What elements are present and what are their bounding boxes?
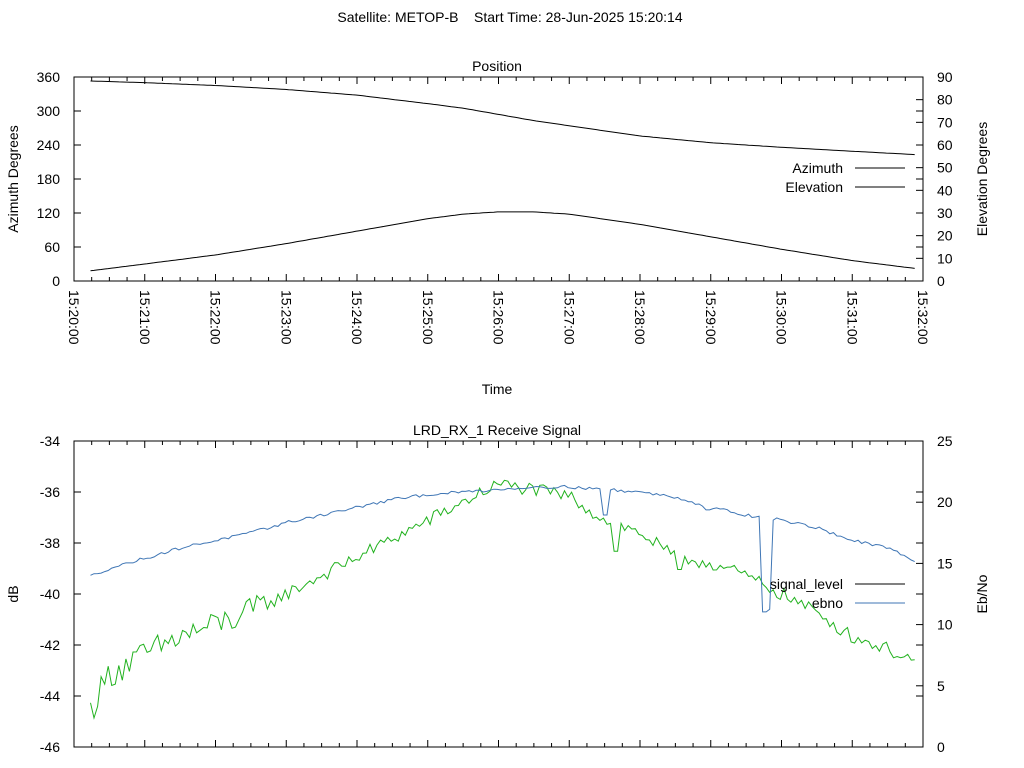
x-tick-label: 15:31:00	[844, 290, 860, 345]
position-chart: Position 0 60 120 180 240 300 360 0 10 20 30 40 50 60…	[5, 58, 990, 397]
y2-tick-label: 0	[937, 739, 945, 755]
x-tick-label: 15:30:00	[774, 290, 790, 345]
x-tick-label: 15:24:00	[349, 290, 365, 345]
legend-label-elevation: Elevation	[785, 179, 843, 195]
figure-title: Satellite: METOP-B Start Time: 28-Jun-20…	[337, 9, 682, 25]
y-tick-label: -36	[40, 484, 60, 500]
y2-tick-label: 0	[937, 273, 945, 289]
receive-signal-series-signal-level-line	[90, 479, 915, 720]
x-tick-label: 15:29:00	[703, 290, 719, 345]
y-tick-label: 60	[44, 239, 60, 255]
x-tick-label: 15:26:00	[491, 290, 507, 345]
y-tick-label: 360	[37, 69, 61, 85]
position-y2-axis-label: Elevation Degrees	[974, 122, 990, 236]
y-tick-label: 120	[37, 205, 61, 221]
x-tick-label: 15:28:00	[632, 290, 648, 345]
position-ticks-layer: 0 60 120 180 240 300 360 0 10 20 30 40 50 60 70 80 90 15:…	[37, 69, 953, 345]
y-tick-label: -44	[40, 688, 60, 704]
receive-signal-chart: LRD_RX_1 Receive Signal -46-44-42-40-38-…	[5, 422, 990, 755]
x-tick-label: 15:25:00	[420, 290, 436, 345]
receive-signal-y2-axis-label: Eb/No	[974, 574, 990, 613]
x-tick-label: 15:22:00	[208, 290, 224, 345]
position-series-azimuth-line	[90, 80, 915, 156]
x-tick-label: 15:20:00	[66, 290, 82, 345]
y-tick-label: -38	[40, 535, 60, 551]
y-tick-label: 300	[37, 103, 61, 119]
receive-signal-series-layer	[90, 479, 915, 720]
y-tick-label: -42	[40, 637, 60, 653]
legend-label-azimuth: Azimuth	[792, 160, 843, 176]
receive-signal-y-axis-label: dB	[5, 585, 21, 602]
y2-tick-label: 15	[937, 555, 953, 571]
x-tick-label: 15:32:00	[915, 290, 931, 345]
y-tick-label: -40	[40, 586, 60, 602]
y2-tick-label: 10	[937, 250, 953, 266]
y-tick-label: -34	[40, 433, 60, 449]
y-tick-label: 180	[37, 171, 61, 187]
y2-tick-label: 30	[937, 205, 953, 221]
position-y-axis-label: Azimuth Degrees	[5, 125, 21, 232]
receive-signal-chart-title: LRD_RX_1 Receive Signal	[413, 422, 581, 438]
y2-tick-label: 50	[937, 160, 953, 176]
y-tick-label: 240	[37, 137, 61, 153]
y2-tick-label: 80	[937, 92, 953, 108]
legend-label-signal-level: signal_level	[770, 576, 843, 592]
legend-label-ebno: ebno	[812, 595, 843, 611]
x-tick-label: 15:23:00	[278, 290, 294, 345]
position-x-axis-label: Time	[482, 381, 513, 397]
x-tick-label: 15:27:00	[561, 290, 577, 345]
receive-signal-series-ebno-line	[90, 484, 915, 613]
y2-tick-label: 40	[937, 182, 953, 198]
y2-tick-label: 70	[937, 114, 953, 130]
y2-tick-label: 25	[937, 433, 953, 449]
y2-tick-label: 60	[937, 137, 953, 153]
y-tick-label: -46	[40, 739, 60, 755]
y2-tick-label: 20	[937, 228, 953, 244]
receive-signal-ticks-layer: -46 -44 -42 -40 -38 -36 -34 0 5 10 15 20 25	[40, 433, 953, 755]
y2-tick-label: 10	[937, 617, 953, 633]
position-legend: Azimuth Elevation	[785, 160, 905, 195]
x-tick-label: 15:21:00	[137, 290, 153, 345]
y-tick-label: 0	[52, 273, 60, 289]
position-chart-title: Position	[472, 58, 522, 74]
y2-tick-label: 20	[937, 494, 953, 510]
position-series-elevation-line	[90, 211, 915, 272]
y2-tick-label: 90	[937, 69, 953, 85]
receive-signal-plot-frame	[73, 440, 924, 748]
y2-tick-label: 5	[937, 678, 945, 694]
position-series-layer	[90, 80, 915, 272]
